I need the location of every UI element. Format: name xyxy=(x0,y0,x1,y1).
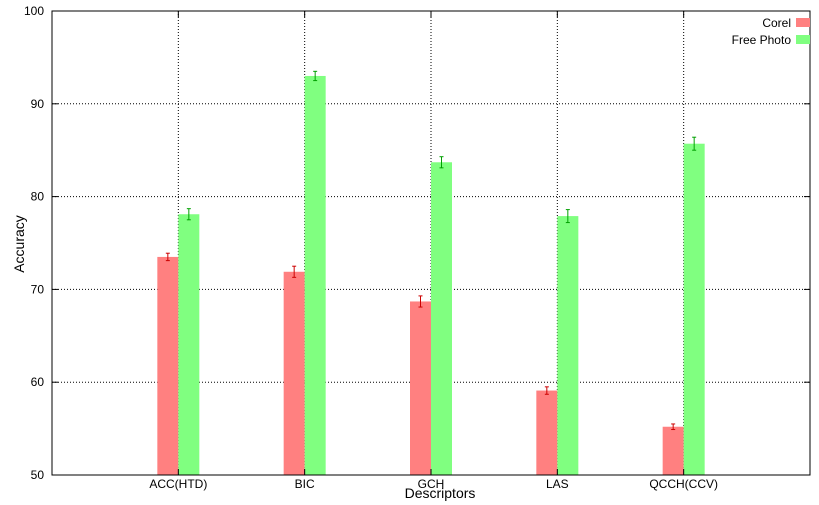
y-axis-title: Accuracy xyxy=(11,215,27,273)
axes-layer: 50 60 70 80 90 100 ACC(HTD) BIC GCH LAS QCCH(CCV) xyxy=(24,4,811,491)
legend-label: Free Photo xyxy=(732,33,792,47)
legend-label: Corel xyxy=(762,16,791,30)
y-tick-label: 60 xyxy=(31,375,45,389)
bar-corel xyxy=(536,390,558,475)
plot-frame xyxy=(51,10,811,476)
bar-free-photo xyxy=(178,214,200,475)
legend-swatch xyxy=(796,35,810,44)
y-tick-label: 90 xyxy=(31,97,45,111)
y-tick-label: 80 xyxy=(31,190,45,204)
bar-corel xyxy=(283,271,305,475)
legend: Corel Free Photo xyxy=(732,16,810,47)
bar-free-photo xyxy=(683,143,705,476)
bar-free-photo xyxy=(557,216,579,475)
bar-corel xyxy=(410,301,431,475)
bar-corel xyxy=(157,256,179,475)
bar-free-photo xyxy=(431,162,452,476)
bar-free-photo xyxy=(304,75,326,476)
legend-swatch xyxy=(796,18,810,27)
bar-corel xyxy=(662,426,684,475)
x-axis-title: Descriptors xyxy=(405,485,476,501)
x-tick-label: BIC xyxy=(295,477,315,491)
y-tick-label: 50 xyxy=(31,468,45,482)
x-tick-label: LAS xyxy=(546,477,569,491)
x-tick-label: GCH xyxy=(418,477,445,491)
x-tick-label: QCCH(CCV) xyxy=(649,477,718,491)
y-tick-label: 70 xyxy=(31,282,45,296)
y-tick-label: 100 xyxy=(24,4,44,18)
bars-layer xyxy=(157,70,705,476)
x-tick-label: ACC(HTD) xyxy=(149,477,207,491)
